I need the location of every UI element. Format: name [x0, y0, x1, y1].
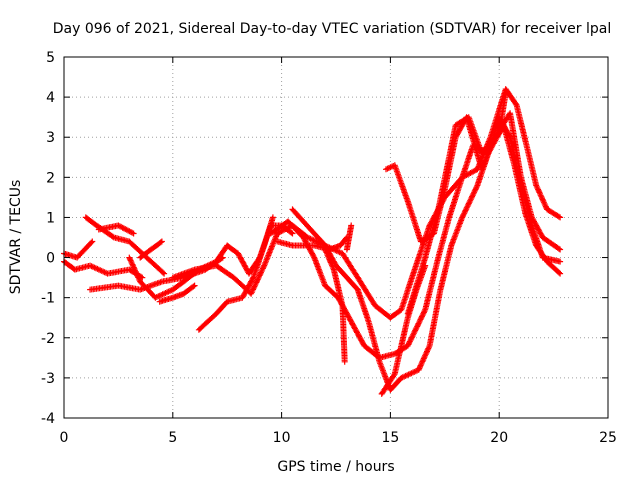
plus-markers [343, 222, 355, 253]
series-layer [61, 86, 564, 397]
grid [64, 57, 608, 418]
plus-markers [137, 238, 165, 261]
y-tick-label: 2 [46, 170, 55, 186]
series-arc-14 [322, 246, 348, 365]
x-axis-label: GPS time / hours [277, 459, 394, 475]
series-arc-9 [195, 214, 276, 333]
y-tick-label: 4 [46, 90, 55, 106]
x-tick-label: 15 [381, 430, 399, 446]
series-arc-18 [404, 90, 509, 317]
plus-markers [95, 222, 137, 237]
series-arc-7 [137, 238, 165, 261]
y-tick-label: 3 [46, 130, 55, 146]
chart-title: Day 096 of 2021, Sidereal Day-to-day VTE… [53, 21, 611, 37]
x-tick-label: 0 [60, 430, 69, 446]
x-tick-label: 25 [599, 430, 617, 446]
plus-markers [195, 214, 276, 333]
x-tick-label: 10 [273, 430, 291, 446]
axis-ticks: 0 5 10 15 20 25 -4 -3 -2 -1 0 1 2 3 4 5 [41, 50, 617, 446]
series-arc-8 [156, 282, 198, 305]
series-arc-15 [343, 222, 355, 253]
y-axis-label: SDTVAR / TECUs [8, 180, 24, 295]
plot-frame [63, 56, 609, 419]
x-tick-label: 5 [168, 430, 177, 446]
series-arc-4 [95, 222, 137, 237]
y-tick-label: -2 [41, 331, 55, 347]
y-tick-label: 5 [46, 50, 55, 66]
y-tick-label: -4 [41, 411, 55, 427]
y-tick-label: 0 [46, 251, 55, 267]
plus-markers [156, 282, 198, 305]
y-tick-label: 1 [46, 210, 55, 226]
y-tick-label: -1 [41, 291, 55, 307]
plus-markers [404, 90, 509, 317]
x-tick-label: 20 [490, 430, 508, 446]
plus-markers [322, 246, 348, 365]
y-tick-label: -3 [41, 371, 55, 387]
